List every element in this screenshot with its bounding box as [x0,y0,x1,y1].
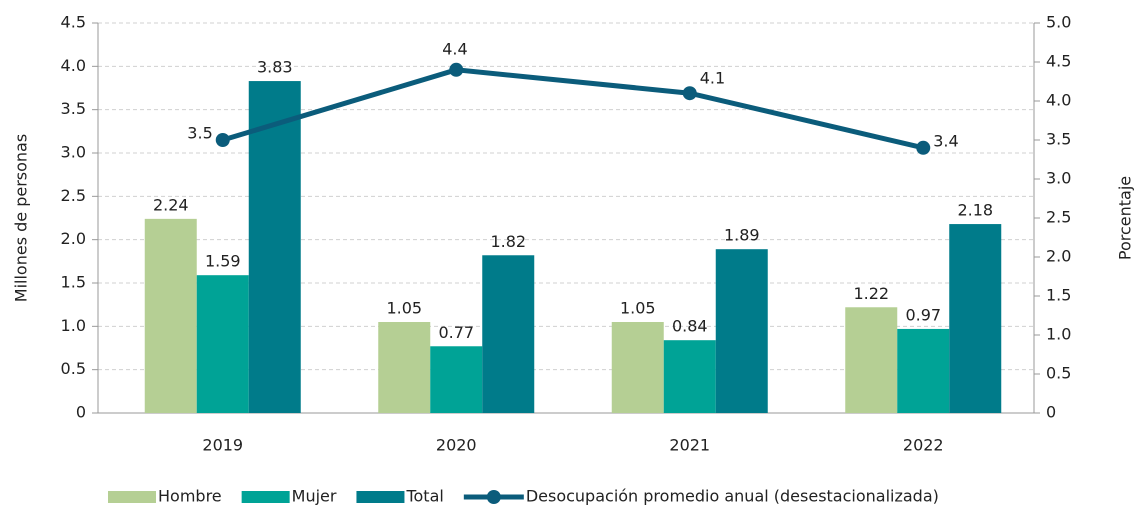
data-label: 4.1 [700,69,725,88]
legend-item: Hombre [108,487,222,506]
bar [897,328,950,413]
x-tick-label: 2022 [903,436,944,455]
legend-swatch [241,491,290,503]
data-label: 1.82 [490,232,526,251]
data-label: 1.05 [386,299,422,318]
y2-tick-label: 3.0 [1046,169,1071,188]
y-tick-label: 3.5 [61,99,86,118]
y-axis-label: Millones de personas [12,134,31,302]
y-tick-label: 1.5 [61,273,86,292]
legend-swatch-marker [486,490,501,504]
x-tick-label: 2020 [436,436,477,455]
y2-axis-label: Porcentaje [1116,176,1135,260]
data-label: 1.05 [620,299,656,318]
bar [715,249,768,413]
y-tick-label: 2.0 [61,229,86,248]
line-point [449,62,464,77]
data-label: 0.77 [438,323,474,342]
y2-tick-label: 1.0 [1046,325,1071,344]
bar [482,255,535,413]
data-label: 2.24 [153,195,189,214]
x-tick-label: 2021 [669,436,710,455]
bar [248,81,301,414]
data-label: 4.4 [442,39,467,58]
bar [196,275,249,413]
y-tick-label: 1.0 [61,316,86,335]
y2-tick-label: 2.5 [1046,208,1071,227]
legend-label: Hombre [158,487,222,506]
bar [949,224,1002,413]
x-tick-label: 2019 [202,436,243,455]
y-tick-label: 3.0 [61,143,86,162]
bar [611,322,664,413]
line-point [682,86,697,101]
y-tick-label: 0 [76,403,86,422]
legend-item: Desocupación promedio anual (desestacion… [463,487,939,506]
y2-tick-label: 0 [1046,403,1056,422]
y-tick-label: 2.5 [61,186,86,205]
y2-tick-label: 2.0 [1046,247,1071,266]
bar [430,346,483,413]
line-series [222,67,924,151]
y-tick-label: 4.0 [61,56,86,75]
y-tick-label: 4.5 [61,13,86,32]
legend-label: Desocupación promedio anual (desestacion… [526,487,939,506]
data-label: 3.5 [187,124,212,143]
y2-tick-label: 1.5 [1046,286,1071,305]
y2-tick-label: 4.5 [1046,52,1071,71]
legend-swatch [108,491,156,503]
legend-item: Total [356,487,444,506]
data-label: 2.18 [957,201,993,220]
y2-tick-label: 4.0 [1046,91,1071,110]
bar [845,307,898,413]
data-label: 3.4 [933,131,958,150]
data-label: 1.89 [724,226,760,245]
y2-tick-label: 0.5 [1046,364,1071,383]
bar [144,218,197,413]
y2-tick-label: 5.0 [1046,13,1071,32]
data-label: 0.84 [672,317,708,336]
bar [663,340,716,413]
y-tick-label: 0.5 [61,359,86,378]
data-label: 3.83 [257,58,293,77]
data-label: 1.22 [853,284,889,303]
legend-label: Mujer [292,487,337,506]
y2-tick-label: 3.5 [1046,130,1071,149]
line-point [215,133,230,147]
legend-item: Mujer [241,487,337,506]
legend-swatch [356,491,405,503]
legend-label: Total [405,487,443,506]
data-label: 1.59 [205,252,241,271]
bar [378,322,431,413]
data-label: 0.97 [905,305,941,324]
line-point [916,140,931,155]
